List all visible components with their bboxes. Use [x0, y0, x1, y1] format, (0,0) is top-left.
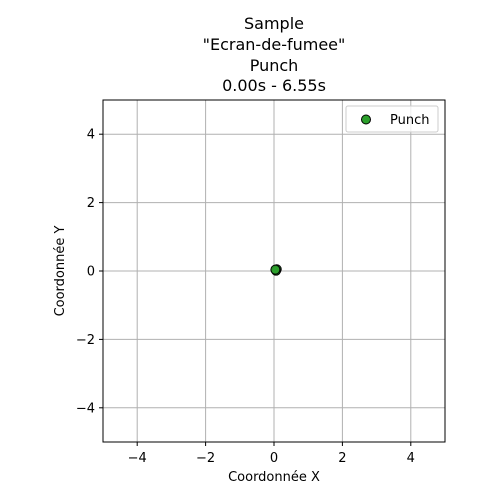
x-axis-ticks: −4 −2 0 2 4 [128, 442, 415, 466]
x-tick-label-4: 4 [407, 451, 415, 466]
y-axis-label: Coordonnée Y [53, 226, 68, 317]
y-tick-label-2: 0 [87, 265, 95, 280]
chart-title: Sample "Ecran-de-fumee" Punch 0.00s - 6.… [203, 14, 346, 95]
data-points [270, 264, 282, 276]
plot-area-frame [102, 99, 446, 443]
legend-label-punch: Punch [390, 113, 429, 128]
chart-title-line-1: Sample [244, 14, 304, 33]
grid-lines [103, 100, 445, 442]
x-tick-label-0: −4 [128, 451, 147, 466]
chart-title-line-2: "Ecran-de-fumee" [203, 35, 346, 54]
data-point-0-3 [270, 264, 281, 275]
legend: Punch [345, 105, 439, 133]
y-axis-ticks: −4 −2 0 2 4 [76, 128, 103, 416]
x-tick-label-2: 0 [270, 451, 278, 466]
legend-marker-punch [361, 114, 371, 125]
legend-box [345, 105, 439, 133]
x-axis-label: Coordonnée X [228, 470, 320, 485]
y-tick-label-4: 4 [87, 128, 95, 143]
x-tick-label-3: 2 [338, 451, 346, 466]
chart-title-line-4: 0.00s - 6.55s [222, 76, 326, 95]
y-tick-label-3: 2 [87, 196, 95, 211]
y-tick-label-1: −2 [76, 333, 95, 348]
x-tick-label-1: −2 [196, 451, 215, 466]
y-tick-label-0: −4 [76, 401, 95, 416]
chart-title-line-3: Punch [250, 56, 299, 75]
